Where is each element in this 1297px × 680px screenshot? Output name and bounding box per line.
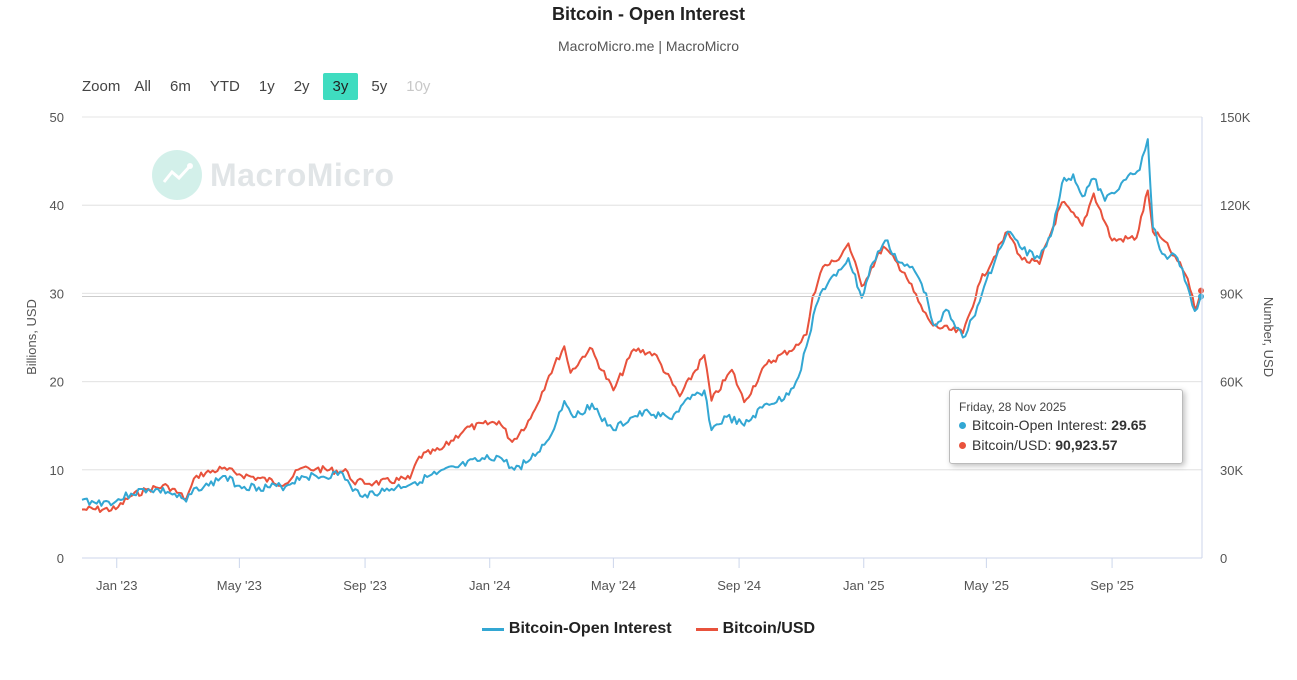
legend-label-open-interest: Bitcoin-Open Interest xyxy=(508,620,672,637)
tooltip-value-open-interest: 29.65 xyxy=(1111,417,1147,433)
chart-title: Bitcoin - Open Interest xyxy=(551,4,746,24)
left-tick-label: 40 xyxy=(50,198,64,213)
watermark-text: MacroMicro xyxy=(210,156,395,193)
zoom-button-3y[interactable]: 3y xyxy=(322,73,359,100)
x-tick-label: Sep '25 xyxy=(1090,578,1134,593)
tooltip: Friday, 28 Nov 2025 Bitcoin-Open Interes… xyxy=(949,389,1183,464)
zoom-button-10y: 10y xyxy=(406,78,431,95)
series-layer xyxy=(81,138,1204,513)
x-tick-label: May '23 xyxy=(217,578,262,593)
legend-item-btc-usd[interactable]: Bitcoin/USD xyxy=(695,620,816,638)
zoom-button-2y[interactable]: 2y xyxy=(293,78,310,95)
open-interest-line[interactable] xyxy=(81,138,1203,507)
left-tick-label: 10 xyxy=(50,463,64,478)
right-tick-label: 60K xyxy=(1220,375,1243,390)
zoom-button-ytd[interactable]: YTD xyxy=(209,78,240,95)
open-interest-swatch-icon xyxy=(481,627,504,631)
x-tick-label: Sep '24 xyxy=(717,578,761,593)
zoom-button-1y[interactable]: 1y xyxy=(258,78,275,95)
right-tick-label: 0 xyxy=(1220,551,1227,566)
tooltip-date: Friday, 28 Nov 2025 xyxy=(959,400,1067,414)
x-tick-label: May '24 xyxy=(591,578,636,593)
btc-usd-dot-icon xyxy=(959,441,966,449)
left-tick-label: 0 xyxy=(57,551,64,566)
gridlines xyxy=(82,116,1202,559)
x-tick-label: Jan '25 xyxy=(843,578,885,593)
tooltip-label-btc-usd: Bitcoin/USD: xyxy=(972,437,1052,453)
legend-label-btc-usd: Bitcoin/USD xyxy=(722,620,816,637)
right-axis-title: Number, USD xyxy=(1261,297,1276,377)
tooltip-row-open-interest: Bitcoin-Open Interest: 29.65 xyxy=(959,417,1146,433)
left-axis-labels: 0 10 20 30 40 50 xyxy=(50,110,64,566)
hover-point-btc-usd xyxy=(1198,287,1204,294)
macromicro-logo-icon xyxy=(152,150,202,200)
legend: Bitcoin-Open Interest Bitcoin/USD xyxy=(0,620,1297,638)
right-tick-label: 150K xyxy=(1220,110,1251,125)
x-tick-label: May '25 xyxy=(964,578,1009,593)
x-tick-label: Jan '24 xyxy=(469,578,511,593)
x-tick-label: Jan '23 xyxy=(96,578,138,593)
zoom-label: Zoom xyxy=(82,78,121,95)
tooltip-label-open-interest: Bitcoin-Open Interest: xyxy=(972,417,1108,433)
btc-usd-swatch-icon xyxy=(695,627,718,631)
left-tick-label: 20 xyxy=(50,375,64,390)
legend-item-open-interest[interactable]: Bitcoin-Open Interest xyxy=(481,620,672,638)
open-interest-dot-icon xyxy=(959,421,966,429)
tooltip-value-btc-usd: 90,923.57 xyxy=(1055,437,1118,453)
btc-usd-line[interactable] xyxy=(81,189,1203,513)
zoom-button-all[interactable]: All xyxy=(134,78,152,95)
zoom-toolbar: Zoom All 6m YTD 1y 2y 3y 5y 10y xyxy=(76,73,443,100)
x-axis-ticks: Jan '23 May '23 Sep '23 Jan '24 May '24 Sep '… xyxy=(96,558,1134,593)
zoom-button-5y[interactable]: 5y xyxy=(371,78,388,95)
watermark-logo: MacroMicro xyxy=(152,150,395,200)
left-axis-title: Billions, USD xyxy=(24,299,39,375)
right-tick-label: 120K xyxy=(1220,198,1251,213)
right-axis-labels: 0 30K 60K 90K 120K 150K xyxy=(1220,110,1251,566)
right-tick-label: 90K xyxy=(1220,286,1243,301)
zoom-button-6m[interactable]: 6m xyxy=(170,78,191,95)
right-tick-label: 30K xyxy=(1220,463,1243,478)
chart-subtitle: MacroMicro.me | MacroMicro xyxy=(558,38,739,54)
tooltip-row-btc-usd: Bitcoin/USD: 90,923.57 xyxy=(959,437,1118,453)
hover-point-open-interest xyxy=(1198,293,1204,300)
x-tick-label: Sep '23 xyxy=(343,578,387,593)
left-tick-label: 50 xyxy=(50,110,64,125)
left-tick-label: 30 xyxy=(50,286,64,301)
